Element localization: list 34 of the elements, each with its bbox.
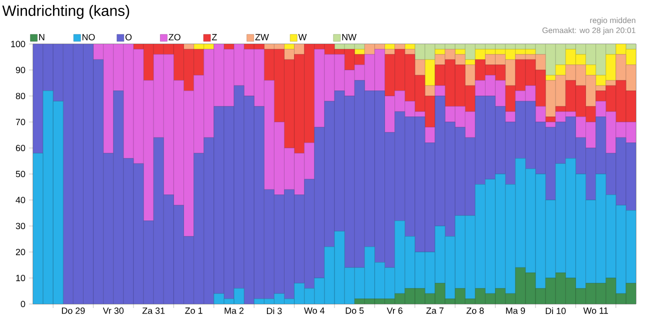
x-tick-label: Vr 30: [102, 308, 124, 314]
y-tick-label: 40: [16, 196, 26, 204]
y-tick-label: 100: [11, 40, 26, 48]
x-tick-label: Zo 1: [185, 308, 202, 314]
y-tick-label: 0: [20, 300, 26, 308]
y-tick-label: 80: [16, 92, 26, 100]
y-tick-label: 90: [16, 66, 26, 74]
y-tick-label: 60: [16, 144, 26, 152]
x-tick-label: Di 10: [546, 308, 566, 314]
legend-label: ZO: [168, 34, 180, 40]
x-tick-label: Wo 11: [583, 308, 608, 314]
x-tick-label: Do 5: [346, 308, 364, 314]
legend-label: O: [126, 34, 132, 40]
legend-label: Z: [212, 34, 217, 40]
x-tick-label: Do 29: [62, 308, 85, 314]
x-tick-label: Ma 2: [224, 308, 244, 314]
legend-label: NW: [342, 34, 356, 40]
y-tick-label: 10: [16, 274, 26, 282]
chart-title: Windrichting (kans): [2, 5, 130, 19]
legend-label: ZW: [255, 34, 269, 40]
x-tick-label: Vr 6: [386, 308, 402, 314]
y-tick-label: 50: [16, 170, 26, 178]
x-tick-label: Wo 4: [304, 308, 325, 314]
y-tick-label: 20: [16, 248, 26, 256]
legend-label: NO: [82, 34, 95, 40]
x-tick-label: Za 31: [142, 308, 165, 314]
legend-label: N: [39, 34, 44, 40]
y-tick-label: 30: [16, 222, 26, 230]
legend-label: W: [298, 34, 307, 40]
x-tick-label: Di 3: [266, 308, 282, 314]
y-tick-label: 70: [16, 118, 26, 126]
x-tick-label: Zo 8: [466, 308, 484, 314]
x-tick-label: Za 7: [426, 308, 444, 314]
x-tick-label: Ma 9: [506, 308, 525, 314]
